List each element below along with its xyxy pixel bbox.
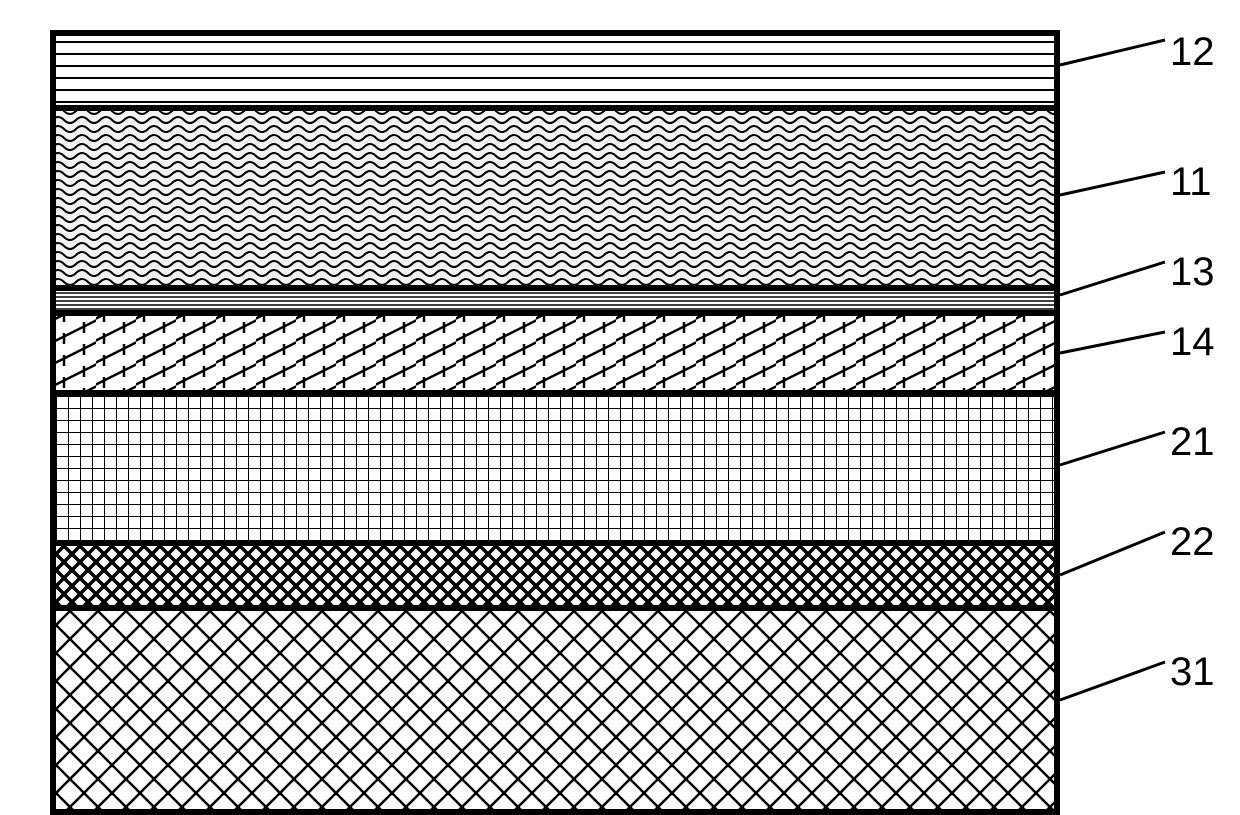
label-11: 11 bbox=[1170, 160, 1212, 205]
layer-11 bbox=[50, 105, 1060, 285]
layer-14 bbox=[50, 310, 1060, 390]
label-31: 31 bbox=[1170, 650, 1215, 695]
layer-21 bbox=[50, 390, 1060, 540]
label-12: 12 bbox=[1170, 30, 1215, 75]
label-21: 21 bbox=[1170, 420, 1215, 465]
label-14: 14 bbox=[1170, 320, 1215, 365]
label-13: 13 bbox=[1170, 250, 1215, 295]
leader-12 bbox=[1060, 40, 1165, 65]
leader-11 bbox=[1060, 172, 1165, 195]
leader-22 bbox=[1060, 532, 1165, 575]
leader-13 bbox=[1060, 262, 1165, 295]
leader-31 bbox=[1060, 662, 1165, 700]
leader-21 bbox=[1060, 432, 1165, 465]
label-22: 22 bbox=[1170, 520, 1215, 565]
layer-12 bbox=[50, 30, 1060, 105]
layer-31 bbox=[50, 605, 1060, 815]
layer-13 bbox=[50, 285, 1060, 310]
leader-14 bbox=[1060, 332, 1165, 353]
layer-diagram bbox=[50, 30, 1060, 780]
layer-22 bbox=[50, 540, 1060, 605]
